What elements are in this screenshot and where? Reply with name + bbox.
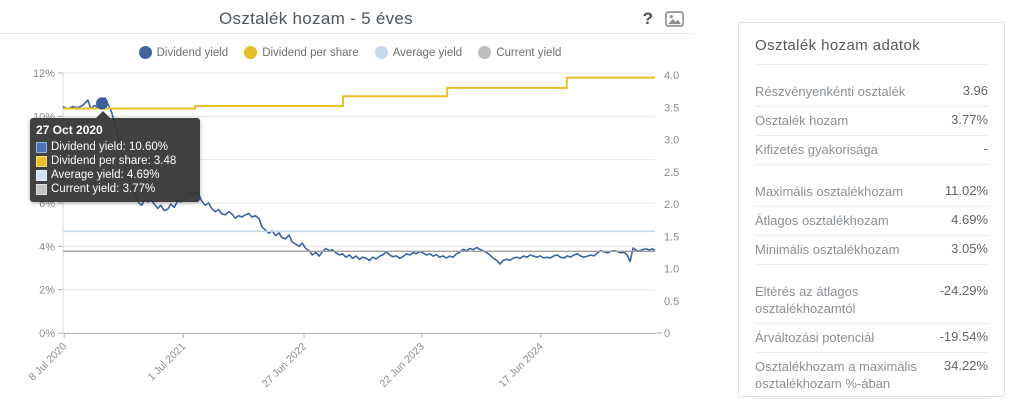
- header-divider: [0, 33, 692, 34]
- panel-row-value: 4.69%: [951, 212, 988, 227]
- chart-title: Osztalék hozam - 5 éves: [219, 9, 413, 28]
- tooltip-row: Average yield: 4.69%: [36, 168, 192, 182]
- tooltip-row: Dividend per share: 3.48: [36, 154, 192, 168]
- x-tick-label: 1 Jul 2021: [146, 341, 189, 384]
- y-right-tick-label: 2.5: [664, 167, 679, 179]
- dividend-yield-line: [62, 97, 656, 265]
- panel-row-label: Kifizetés gyakorisága: [755, 142, 878, 157]
- tooltip-swatch: [36, 183, 47, 195]
- legend-label: Average yield: [392, 46, 463, 59]
- tooltip-row-text: Dividend yield: 10.60%: [51, 141, 168, 153]
- panel-row-label: Osztalékhozam a maximális osztalékhozam …: [755, 359, 917, 391]
- chart-header-icons: ?: [643, 8, 684, 30]
- chart-section: Osztalék hozam - 5 éves ? 0%2%4%6%8%10%1…: [0, 0, 700, 418]
- legend-item-average-yield[interactable]: Average yield: [374, 46, 463, 59]
- dividend-chart-plot[interactable]: 0%2%4%6%8%10%12%00.51.01.52.02.53.03.54.…: [0, 0, 700, 418]
- dividend-data-panel: Osztalék hozam adatok Részvényenkénti os…: [738, 22, 1005, 399]
- tooltip-swatch: [36, 169, 47, 181]
- panel-row: Árváltozási potenciál -19.54%: [755, 324, 988, 353]
- legend-dot: [138, 46, 152, 59]
- panel-row-label: Maximális osztalékhozam: [755, 184, 904, 199]
- panel-group: Részvényenkénti osztalék 3.96 Osztalék hoz…: [755, 78, 988, 165]
- y-right-tick-label: 0: [664, 328, 670, 340]
- chart-marker-dot: [96, 97, 109, 110]
- tooltip-row: Dividend yield: 10.60%: [36, 140, 192, 154]
- panel-row-label: Minimális osztalékhozam: [755, 242, 900, 257]
- panel-row-label: Átlagos osztalékhozam: [755, 213, 889, 228]
- panel-row: Minimális osztalékhozam 3.05%: [755, 236, 988, 265]
- x-tick-label: 8 Jul 2020: [27, 341, 70, 384]
- panel-row-value: 3.05%: [951, 241, 988, 256]
- y-right-tick-label: 1.0: [664, 264, 679, 276]
- tooltip-swatch: [36, 141, 47, 153]
- tooltip-row-text: Current yield: 3.77%: [51, 183, 156, 195]
- panel-title-divider: [755, 64, 988, 65]
- legend-item-dividend-per-share[interactable]: Dividend per share: [244, 46, 359, 59]
- panel-row: Eltérés az átlagos osztalékhozamtól -24.2…: [755, 278, 988, 324]
- panel-row-value: -: [983, 141, 988, 156]
- panel-row-value: -19.54%: [939, 329, 988, 344]
- panel-row-value: 3.77%: [951, 112, 988, 127]
- y-left-tick-label: 12%: [33, 68, 55, 80]
- panel-row-label: Eltérés az átlagos osztalékhozamtól: [755, 284, 859, 316]
- panel-title: Osztalék hozam adatok: [755, 37, 921, 54]
- panel-row-value: -24.29%: [939, 283, 988, 298]
- panel-row: Átlagos osztalékhozam 4.69%: [755, 207, 988, 236]
- y-right-tick-label: 1.5: [664, 231, 679, 243]
- legend-dot: [374, 46, 388, 59]
- panel-row: Részvényenkénti osztalék 3.96: [755, 78, 988, 107]
- tooltip-swatch: [36, 155, 47, 167]
- legend-dot: [244, 46, 258, 59]
- panel-row-value: 34.22%: [943, 358, 988, 373]
- legend-label: Dividend yield: [156, 46, 229, 59]
- y-right-tick-label: 4.0: [664, 70, 679, 82]
- x-tick-label: 17 Jun 2024: [497, 341, 546, 390]
- panel-row: Osztalékhozam a maximális osztalékhozam …: [755, 353, 988, 399]
- panel-row-label: Árváltozási potenciál: [755, 330, 875, 345]
- panel-row-value: 3.96: [962, 83, 988, 98]
- y-left-tick-label: 0%: [39, 328, 55, 340]
- chart-header: Osztalék hozam - 5 éves ?: [0, 6, 692, 32]
- panel-row-label: Részvényenkénti osztalék: [755, 84, 906, 99]
- y-right-tick-label: 2.0: [664, 199, 679, 211]
- y-right-tick-label: 0.5: [664, 296, 679, 308]
- legend-label: Dividend per share: [262, 46, 359, 59]
- y-left-tick-label: 4%: [39, 241, 55, 253]
- x-tick-label: 27 Jun 2022: [260, 341, 309, 390]
- dividend-per-share-line: [63, 76, 655, 110]
- legend-item-current-yield[interactable]: Current yield: [478, 46, 561, 59]
- legend-dot: [478, 46, 492, 59]
- chart-tooltip: 27 Oct 2020 Dividend yield: 10.60% Divide…: [30, 111, 200, 202]
- y-left-tick-label: 2%: [39, 285, 55, 297]
- panel-row-value: 11.02%: [944, 183, 988, 198]
- tooltip-row-text: Average yield: 4.69%: [51, 169, 160, 181]
- panel-row: Maximális osztalékhozam 11.02%: [755, 178, 988, 207]
- legend-label: Current yield: [496, 46, 562, 59]
- y-right-tick-label: 3.0: [664, 135, 679, 147]
- panel-group: Eltérés az átlagos osztalékhozamtól -24.2…: [755, 278, 988, 399]
- help-icon[interactable]: ?: [642, 9, 653, 28]
- tooltip-date: 27 Oct 2020: [36, 123, 103, 137]
- x-tick-label: 22 Jun 2023: [378, 341, 427, 390]
- panel-row: Kifizetés gyakorisága -: [755, 136, 988, 165]
- legend-item-dividend-yield[interactable]: Dividend yield: [138, 46, 229, 59]
- tooltip-row-text: Dividend per share: 3.48: [51, 155, 177, 167]
- panel-group: Maximális osztalékhozam 11.02% Átlagos osz…: [755, 178, 988, 265]
- y-right-tick-label: 3.5: [664, 102, 679, 114]
- export-image-icon[interactable]: [665, 11, 684, 27]
- tooltip-row: Current yield: 3.77%: [36, 182, 192, 196]
- panel-row-label: Osztalék hozam: [755, 113, 849, 128]
- chart-legend: Dividend yield Dividend per share Average …: [0, 46, 700, 59]
- panel-row: Osztalék hozam 3.77%: [755, 107, 988, 136]
